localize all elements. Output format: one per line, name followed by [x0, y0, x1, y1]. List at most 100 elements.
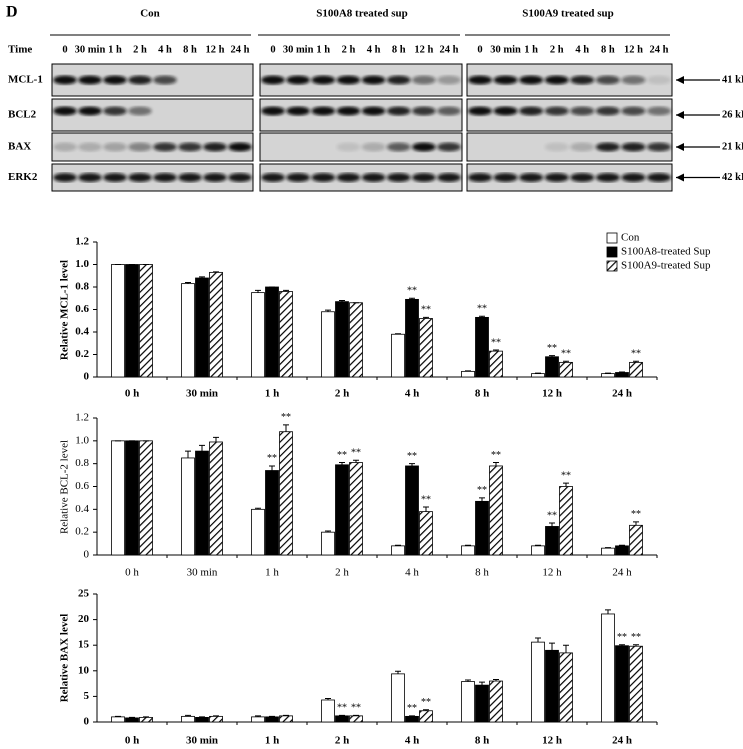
kda-label: 26 kDa	[722, 109, 743, 120]
legend-swatch	[606, 260, 618, 272]
band	[386, 106, 411, 116]
band	[519, 173, 544, 182]
error-bar	[633, 521, 639, 526]
x-tick-label: 4 h	[405, 567, 419, 579]
error-bar	[353, 714, 359, 716]
band	[203, 142, 227, 152]
bar	[335, 715, 349, 723]
error-bar	[535, 637, 541, 643]
bar	[531, 373, 545, 378]
x-tick-label: 0 h	[125, 388, 139, 400]
bar	[265, 470, 279, 556]
band	[646, 142, 672, 152]
bar	[545, 649, 559, 723]
error-bar	[325, 530, 331, 533]
band	[261, 106, 285, 116]
band	[544, 173, 569, 182]
band	[646, 75, 672, 85]
x-tick-label: 2 h	[335, 388, 349, 400]
band	[519, 75, 544, 85]
band	[646, 106, 672, 116]
error-bar	[479, 315, 485, 318]
error-bar	[465, 544, 471, 546]
x-tick-label: 12 h	[542, 567, 562, 579]
bar	[139, 716, 153, 723]
significance: **	[561, 349, 571, 360]
group-label: S100A8 treated sup	[316, 8, 407, 20]
band	[203, 173, 227, 182]
band	[78, 106, 102, 116]
arrow-head	[676, 143, 684, 151]
band	[103, 75, 127, 85]
error-bar	[129, 716, 135, 718]
legend-swatch	[606, 246, 618, 258]
y-tick-label: 20	[78, 613, 90, 625]
error-bar	[619, 371, 625, 373]
y-tick-label: 5	[84, 690, 90, 702]
band	[621, 75, 646, 85]
band	[336, 142, 361, 152]
error-bar	[339, 300, 345, 302]
error-bar	[605, 547, 611, 549]
band	[128, 173, 152, 182]
time-point: 0	[270, 44, 275, 55]
y-tick-label: 0.4	[75, 503, 89, 515]
band	[178, 142, 202, 152]
bar	[475, 684, 489, 723]
bar	[405, 298, 419, 378]
bar	[615, 645, 629, 723]
band	[103, 142, 127, 152]
time-point: 30 min	[490, 44, 521, 55]
significance: **	[631, 632, 641, 643]
band	[467, 173, 493, 182]
band	[228, 173, 252, 182]
bar	[461, 370, 475, 378]
bar	[111, 440, 125, 556]
bar	[125, 264, 139, 378]
band	[595, 173, 620, 182]
band	[437, 173, 461, 182]
error-bar	[115, 715, 121, 717]
row-label: MCL-1	[8, 74, 43, 86]
bar	[531, 545, 545, 556]
y-tick-label: 0	[84, 549, 90, 561]
bar	[181, 457, 195, 556]
x-tick-label: 30 min	[186, 388, 218, 400]
error-bar	[549, 642, 555, 651]
bar	[265, 716, 279, 723]
bar	[391, 673, 405, 723]
band	[361, 173, 386, 182]
blot-panel	[466, 98, 673, 132]
bar	[559, 652, 573, 723]
bar	[209, 271, 223, 378]
error-bar	[493, 679, 499, 682]
time-point: 1 h	[108, 44, 122, 55]
bar	[419, 710, 433, 723]
x-tick-label: 0 h	[125, 735, 139, 747]
x-tick-label: 12 h	[542, 388, 562, 400]
band	[386, 173, 411, 182]
band	[286, 106, 310, 116]
arrow-head	[676, 173, 684, 182]
error-bar	[409, 297, 415, 300]
x-tick-label: 8 h	[475, 567, 489, 579]
time-point: 24 h	[440, 44, 459, 55]
band	[286, 173, 310, 182]
band	[595, 106, 620, 116]
error-bar	[535, 372, 541, 374]
x-tick-label: 24 h	[612, 735, 632, 747]
band	[153, 75, 177, 85]
band	[103, 173, 127, 182]
time-point: 0	[477, 44, 482, 55]
error-bar	[255, 507, 261, 510]
band	[311, 75, 336, 85]
error-bar	[269, 715, 275, 717]
bar	[531, 641, 545, 723]
band	[178, 173, 202, 182]
error-bar	[283, 424, 289, 432]
time-point: 1 h	[316, 44, 330, 55]
legend-label: S100A8-treated Sup	[621, 246, 711, 258]
legend-swatch	[606, 232, 618, 244]
bar	[279, 291, 293, 378]
significance: **	[351, 703, 361, 714]
